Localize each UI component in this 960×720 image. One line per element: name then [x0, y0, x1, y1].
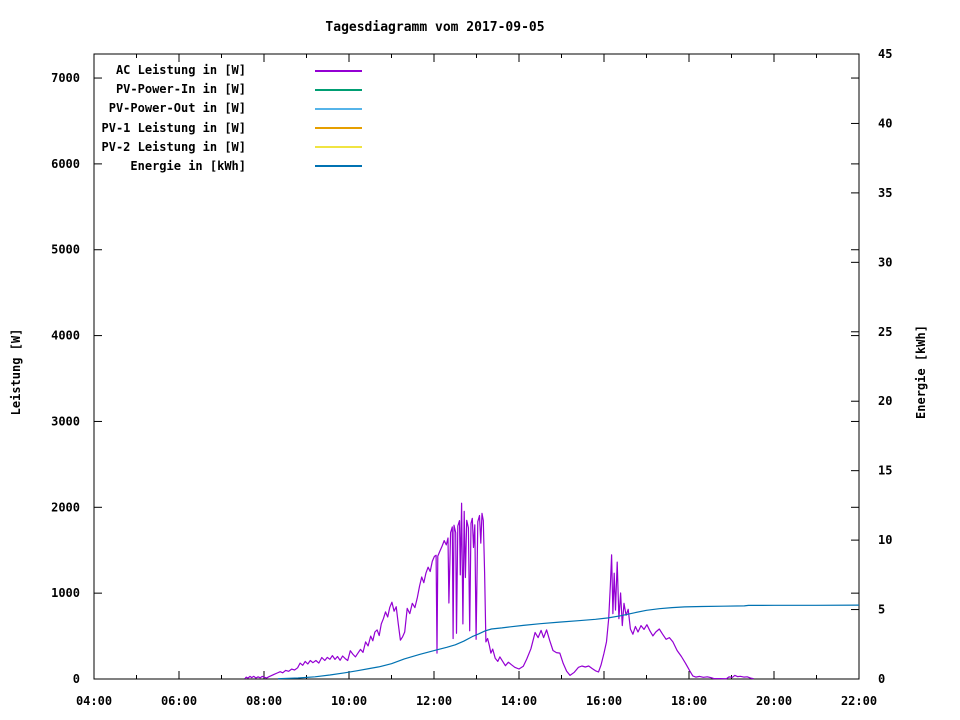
x-tick-label: 10:00 [331, 694, 367, 708]
legend-label: PV-Power-Out in [W] [108, 101, 246, 116]
y-tick-label: 7000 [51, 71, 80, 85]
y2-tick-label: 35 [878, 186, 892, 200]
y-tick-label: 6000 [51, 157, 80, 171]
legend-label: Energie in [kWh] [130, 158, 246, 173]
series-energie-in-kwh [277, 604, 860, 680]
legend-label: PV-Power-In in [W] [115, 82, 246, 97]
legend-item-pv-2-leistung: PV-2 Leistung in [W] [0, 138, 420, 157]
x-tick-label: 20:00 [756, 694, 792, 708]
y2-tick-label: 10 [878, 533, 892, 547]
y-tick-label: 5000 [51, 243, 80, 257]
x-tick-label: 18:00 [671, 694, 707, 708]
legend-item-pv-power-out: PV-Power-Out in [W] [0, 99, 420, 118]
y-tick-label: 4000 [51, 329, 80, 343]
y-tick-label: 2000 [51, 500, 80, 514]
legend-label: AC Leistung in [W] [115, 63, 246, 77]
legend-item-ac-leistung: AC Leistung in [W] [0, 61, 420, 80]
legend-item-pv-power-in: PV-Power-In in [W] [0, 80, 420, 99]
x-tick-label: 04:00 [76, 694, 112, 708]
legend-color-line [315, 127, 362, 130]
legend-color-line [315, 165, 362, 168]
legend-label: PV-1 Leistung in [W] [101, 120, 247, 135]
series-ac-leistung-in-w [244, 502, 754, 680]
x-tick-label: 16:00 [586, 694, 622, 708]
legend-color-line [315, 69, 362, 72]
legend-color-line [315, 88, 362, 91]
legend-color-line [315, 146, 362, 149]
y2-tick-label: 25 [878, 325, 892, 339]
legend: AC Leistung in [W] PV-Power-In in [W] PV… [0, 61, 420, 176]
x-tick-label: 12:00 [416, 694, 452, 708]
chart-title: Tagesdiagramm vom 2017-09-05 [325, 20, 545, 35]
x-tick-label: 06:00 [161, 694, 197, 708]
y2-tick-label: 5 [878, 603, 885, 617]
x-tick-label: 08:00 [246, 694, 282, 708]
y-tick-label: 3000 [51, 414, 80, 428]
y-tick-label: 0 [73, 672, 80, 686]
y2-tick-label: 30 [878, 255, 892, 269]
y2-tick-label: 45 [878, 47, 892, 61]
y2-tick-label: 0 [878, 672, 885, 686]
y-tick-label: 1000 [51, 586, 80, 600]
legend-label: PV-2 Leistung in [W] [101, 139, 247, 154]
legend-color-line [315, 107, 362, 110]
y2-tick-label: 20 [878, 394, 892, 408]
x-tick-label: 14:00 [501, 694, 537, 708]
x-tick-label: 22:00 [841, 694, 877, 708]
legend-item-energie: Energie in [kWh] [0, 157, 420, 176]
y2-tick-label: 40 [878, 116, 892, 130]
y2-tick-label: 15 [878, 464, 892, 478]
legend-item-pv-1-leistung: PV-1 Leistung in [W] [0, 119, 420, 138]
